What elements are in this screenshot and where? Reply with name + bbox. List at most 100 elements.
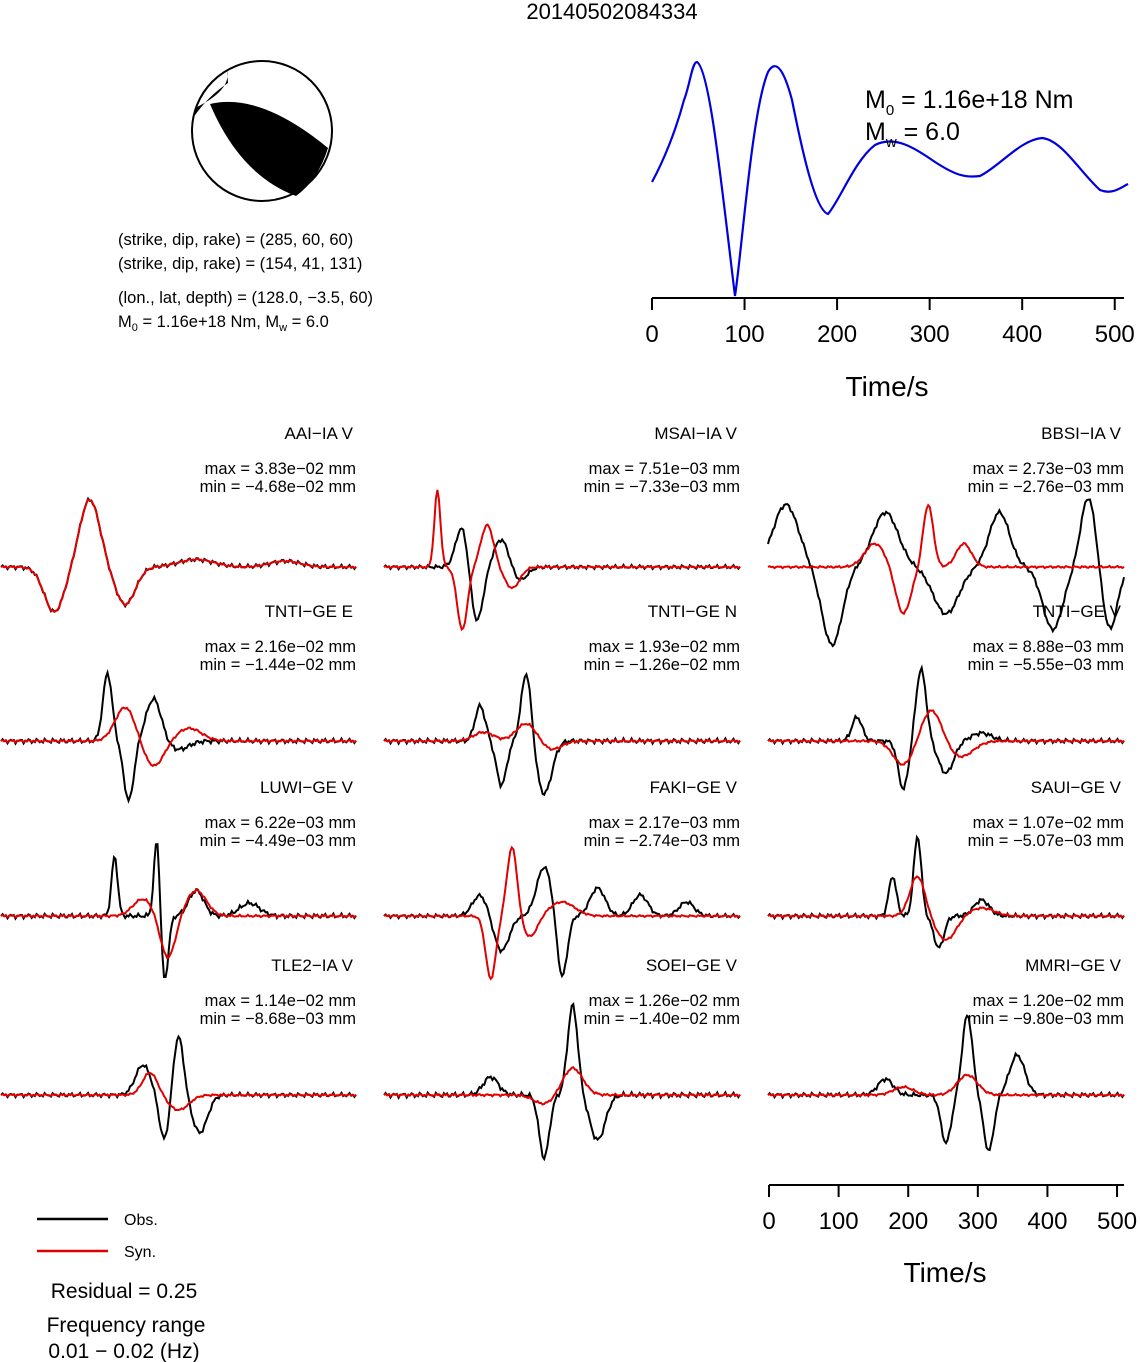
stf-xlabel: Time/s (846, 371, 929, 402)
syn-trace (767, 1073, 1125, 1098)
station-name: BBSI−IA V (1041, 424, 1122, 443)
stf-tick-label: 300 (910, 321, 950, 348)
stf-m0: M0 = 1.16e+18 Nm (865, 86, 1073, 119)
station-max: max = 1.07e−02 mm (973, 814, 1124, 832)
station-max: max = 8.88e−03 mm (973, 638, 1124, 656)
station-min: min = −8.68e−03 mm (200, 1010, 356, 1028)
station-name: FAKI−GE V (650, 778, 738, 797)
station-min: min = −9.80e−03 mm (968, 1010, 1124, 1028)
syn-trace (383, 489, 741, 632)
syn-trace (0, 706, 357, 768)
stf-tick-label: 0 (645, 321, 658, 348)
station-name: TLE2−IA V (271, 956, 353, 975)
station-name: MSAI−IA V (654, 424, 737, 443)
stf-tick-label: 100 (725, 321, 765, 348)
station-min: min = −5.55e−03 mm (968, 656, 1124, 674)
station-name: TNTI−GE V (1033, 602, 1122, 621)
stf-x-axis: 0 100 200 300 400 500 (645, 297, 1135, 348)
station-max: max = 2.17e−03 mm (589, 814, 740, 832)
station-max: max = 3.83e−02 mm (205, 460, 356, 478)
wave-tick-label: 200 (888, 1208, 928, 1235)
syn-trace (383, 722, 741, 752)
station-name: SAUI−GE V (1031, 778, 1122, 797)
waveform-xlabel: Time/s (904, 1257, 987, 1288)
station-min: min = −1.40e−02 mm (584, 1010, 740, 1028)
stf-tick-label: 200 (817, 321, 857, 348)
station-name: AAI−IA V (284, 424, 353, 443)
beachball-icon (191, 60, 333, 202)
residual-text: Residual = 0.25 (51, 1280, 198, 1303)
mechanism-line-3: (lon., lat, depth) = (128.0, −3.5, 60) (118, 289, 373, 307)
wave-tick-label: 500 (1097, 1208, 1137, 1235)
obs-trace (0, 496, 357, 614)
syn-trace (0, 498, 357, 614)
waveform-x-axis: 0 100 200 300 400 500 (762, 1184, 1137, 1235)
stf-mw: Mw = 6.0 (865, 118, 960, 151)
obs-trace (767, 498, 1125, 648)
station-min: min = −1.44e−02 mm (200, 656, 356, 674)
mechanism-line-1: (strike, dip, rake) = (285, 60, 60) (118, 231, 353, 249)
syn-trace (383, 1066, 741, 1106)
figure-title: 20140502084334 (526, 0, 697, 24)
syn-trace (383, 845, 741, 981)
station-min: min = −2.76e−03 mm (968, 478, 1124, 496)
wave-tick-label: 400 (1027, 1208, 1067, 1235)
obs-trace (0, 1034, 357, 1142)
station-max: max = 7.51e−03 mm (589, 460, 740, 478)
mechanism-info: (strike, dip, rake) = (285, 60, 60) (str… (118, 231, 373, 334)
station-min: min = −5.07e−03 mm (968, 832, 1124, 850)
station-max: max = 1.14e−02 mm (205, 992, 356, 1010)
station-name: SOEI−GE V (646, 956, 738, 975)
syn-trace (767, 709, 1125, 766)
obs-trace (767, 834, 1125, 949)
stf-tick-label: 500 (1095, 321, 1135, 348)
station-min: min = −2.74e−03 mm (584, 832, 740, 850)
mechanism-line-2: (strike, dip, rake) = (154, 41, 131) (118, 255, 362, 273)
station-name: TNTI−GE E (265, 602, 353, 621)
station-max: max = 2.73e−03 mm (973, 460, 1124, 478)
syn-trace (767, 875, 1125, 941)
legend: Obs. Syn. (37, 1212, 158, 1261)
station-min: min = −4.68e−02 mm (200, 478, 356, 496)
station-name: MMRI−GE V (1025, 956, 1122, 975)
mechanism-moment: M0 = 1.16e+18 Nm, Mw = 6.0 (118, 313, 329, 334)
frequency-label: Frequency range (47, 1314, 206, 1337)
legend-syn-label: Syn. (124, 1244, 156, 1261)
obs-trace (383, 671, 741, 797)
wave-tick-label: 0 (762, 1208, 775, 1235)
wave-tick-label: 100 (819, 1208, 859, 1235)
syn-trace (0, 1071, 357, 1112)
station-min: min = −7.33e−03 mm (584, 478, 740, 496)
legend-obs-label: Obs. (124, 1212, 158, 1229)
station-max: max = 1.93e−02 mm (589, 638, 740, 656)
station-max: max = 1.20e−02 mm (973, 992, 1124, 1010)
syn-trace (767, 503, 1125, 616)
stf-tick-label: 400 (1002, 321, 1042, 348)
station-max: max = 6.22e−03 mm (205, 814, 356, 832)
wave-tick-label: 300 (958, 1208, 998, 1235)
station-name: TNTI−GE N (648, 602, 737, 621)
obs-trace (767, 664, 1125, 792)
obs-trace (767, 1014, 1125, 1152)
frequency-value: 0.01 − 0.02 (Hz) (48, 1340, 199, 1362)
syn-trace (0, 888, 357, 960)
station-min: min = −1.26e−02 mm (584, 656, 740, 674)
station-max: max = 1.26e−02 mm (589, 992, 740, 1010)
stf-line (651, 60, 1129, 297)
station-min: min = −4.49e−03 mm (200, 832, 356, 850)
station-name: LUWI−GE V (260, 778, 354, 797)
stf-panel: M0 = 1.16e+18 Nm Mw = 6.0 0 100 200 300 400 5… (645, 60, 1135, 402)
